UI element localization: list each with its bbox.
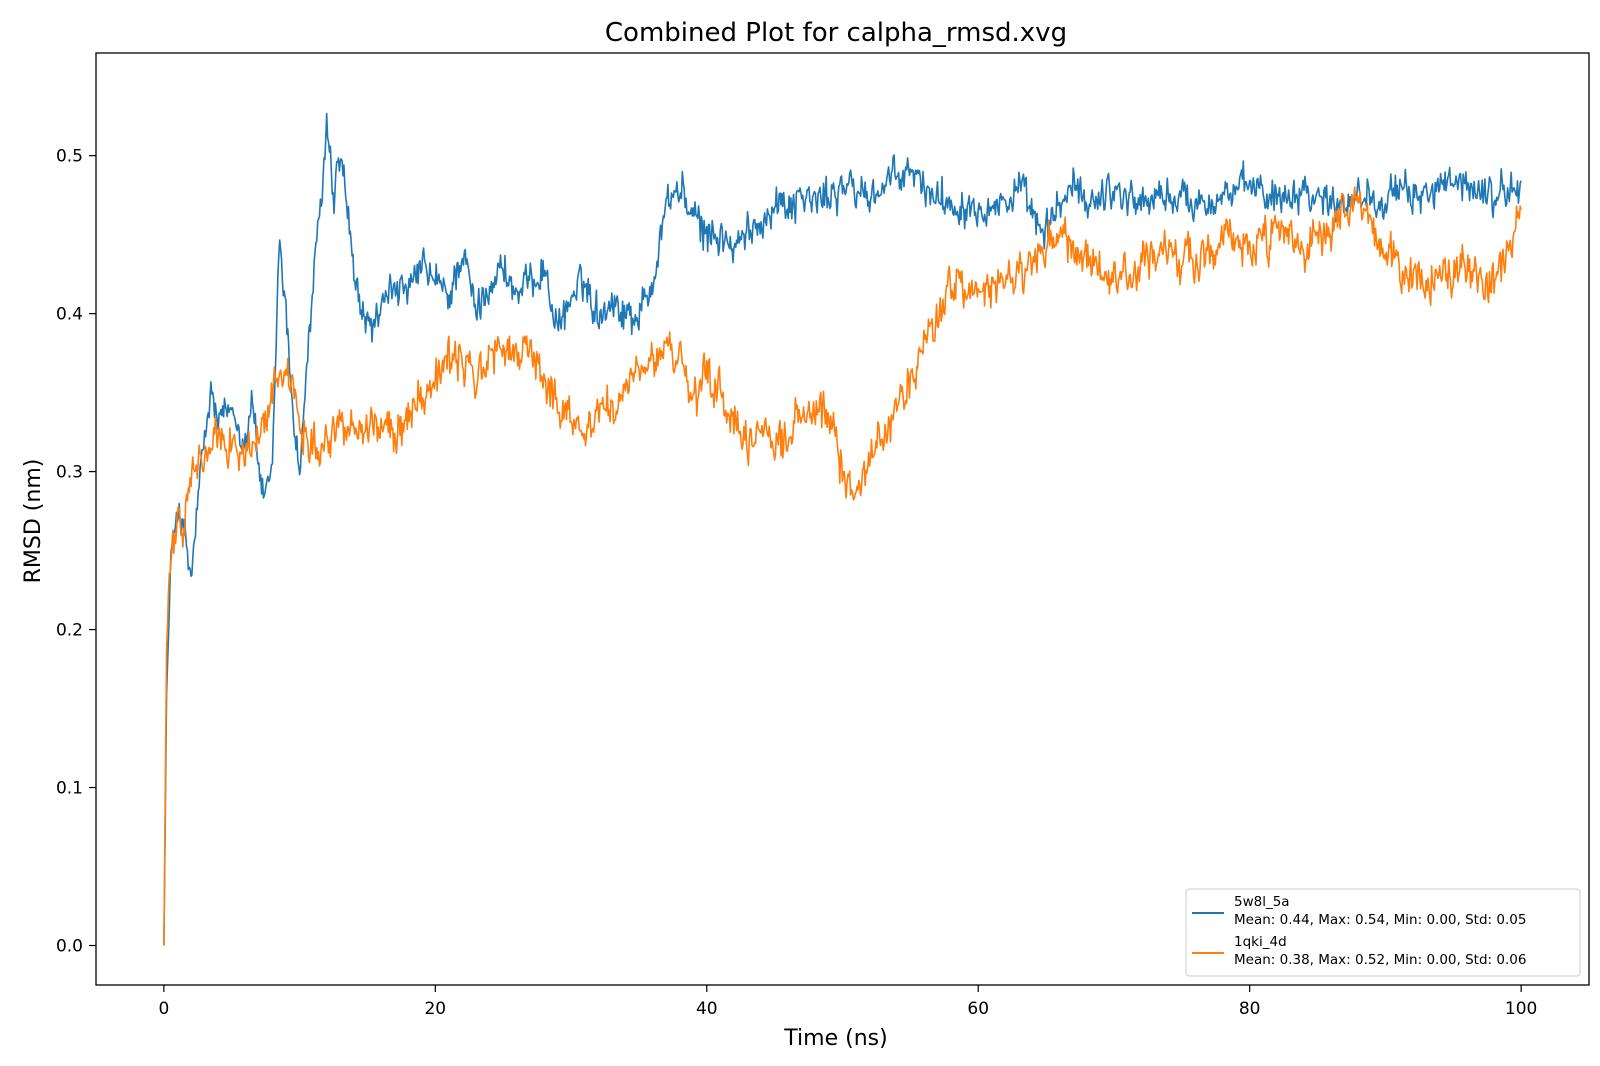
legend-series-name: 1qki_4d (1234, 934, 1287, 950)
x-tick-label: 40 (696, 999, 718, 1019)
x-tick-label: 20 (424, 999, 446, 1019)
legend: 5w8l_5a Mean: 0.44, Max: 0.54, Min: 0.00,… (1185, 888, 1581, 977)
y-tick-label: 0.1 (56, 779, 83, 799)
x-tick-label: 0 (158, 999, 169, 1019)
series-line-1qki_4d (163, 186, 1522, 946)
y-axis-ticks: 0.0 0.1 0.2 0.3 0.4 0.5 (56, 147, 96, 957)
legend-series-stats: Mean: 0.44, Max: 0.54, Min: 0.00, Std: 0… (1234, 912, 1526, 928)
x-tick-label: 80 (1239, 999, 1261, 1019)
chart-title: Combined Plot for calpha_rmsd.xvg (605, 18, 1067, 48)
legend-series-name: 5w8l_5a (1234, 894, 1290, 910)
x-axis-label: Time (ns) (783, 1026, 887, 1051)
y-tick-label: 0.0 (56, 937, 83, 957)
x-tick-label: 100 (1505, 999, 1537, 1019)
y-axis-label: RMSD (nm) (21, 459, 46, 584)
series-line-5w8l_5a (163, 112, 1522, 946)
x-axis-ticks: 0 20 40 60 80 100 (158, 985, 1537, 1019)
legend-box (1185, 888, 1581, 977)
y-tick-label: 0.3 (56, 463, 83, 483)
y-tick-label: 0.2 (56, 621, 83, 641)
y-tick-label: 0.5 (56, 147, 83, 167)
x-tick-label: 60 (967, 999, 989, 1019)
y-tick-label: 0.4 (56, 305, 83, 325)
legend-series-stats: Mean: 0.38, Max: 0.52, Min: 0.00, Std: 0… (1234, 952, 1526, 968)
axes-frame (95, 52, 1590, 986)
series-lines (163, 112, 1522, 946)
